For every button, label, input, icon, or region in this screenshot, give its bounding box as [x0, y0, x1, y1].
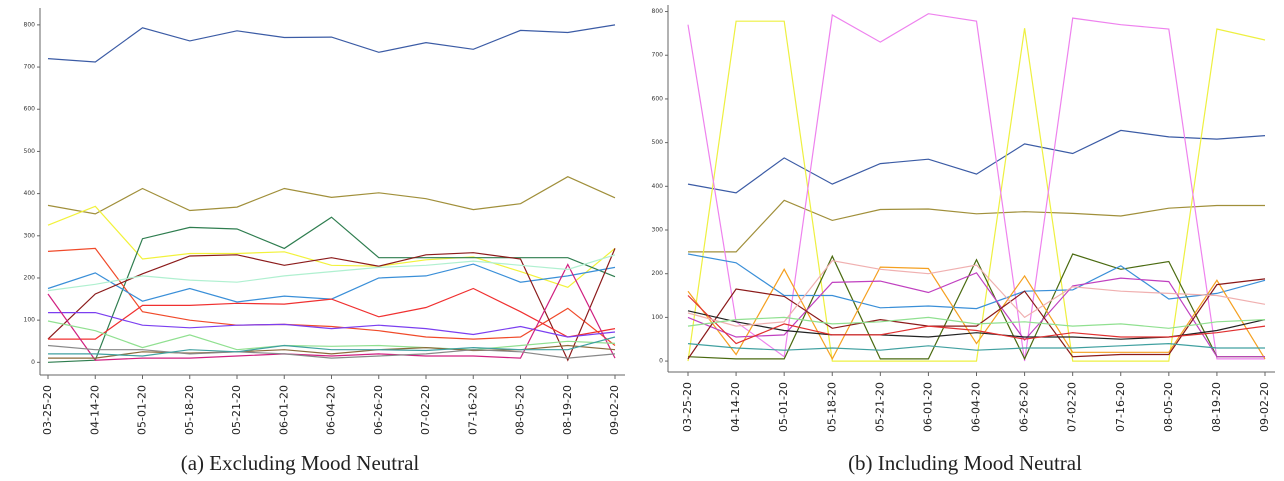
- y-tick-label: 300: [24, 232, 36, 239]
- series-line: [47, 176, 616, 215]
- y-tick-label: 600: [24, 106, 36, 113]
- series-line: [687, 259, 1266, 327]
- x-tick-label: 08-05-20: [514, 385, 527, 435]
- series-line: [687, 253, 1265, 361]
- series-line: [47, 254, 616, 292]
- x-tick-label: 05-21-20: [873, 382, 886, 432]
- series-line: [688, 199, 1265, 253]
- series-line: [687, 20, 1266, 362]
- x-tick-label: 06-26-20: [372, 385, 385, 435]
- series-line: [687, 266, 1266, 361]
- x-tick-label: 05-01-20: [777, 382, 790, 432]
- caption: (a) Excluding Mood Neutral: [181, 451, 420, 475]
- y-tick-label: 800: [24, 21, 36, 28]
- series-line: [687, 253, 1266, 310]
- y-tick-label: 600: [652, 95, 664, 102]
- x-tick-label: 06-01-20: [921, 382, 934, 432]
- series-line: [47, 24, 616, 63]
- x-tick-label: 04-14-20: [88, 385, 101, 435]
- x-tick-label: 06-04-20: [325, 385, 338, 435]
- x-tick-label: 07-02-20: [1066, 382, 1079, 432]
- series-line: [47, 247, 616, 346]
- series-line: [47, 205, 616, 288]
- x-tick-label: 06-01-20: [277, 385, 290, 435]
- x-tick-label: 03-25-20: [681, 382, 694, 432]
- y-tick-label: 200: [24, 274, 36, 281]
- y-tick-label: 800: [652, 8, 664, 15]
- y-tick-label: 200: [652, 270, 664, 277]
- y-tick-label: 400: [24, 190, 36, 197]
- x-tick-label: 06-04-20: [970, 382, 983, 432]
- y-tick-label: 0: [31, 359, 35, 366]
- series-line: [48, 336, 616, 357]
- caption: (b) Including Mood Neutral: [848, 451, 1082, 475]
- series-line: [687, 295, 1266, 345]
- x-tick-label: 07-16-20: [1114, 382, 1127, 432]
- x-tick-label: 03-25-20: [41, 385, 54, 435]
- x-tick-label: 07-02-20: [419, 385, 432, 435]
- series-line: [687, 13, 1265, 362]
- y-tick-label: 100: [652, 314, 664, 321]
- series-line: [687, 272, 1265, 358]
- series-line: [47, 344, 616, 359]
- x-tick-label: 05-21-20: [230, 385, 243, 435]
- y-tick-label: 700: [652, 52, 664, 59]
- series-line: [47, 216, 616, 363]
- y-tick-label: 700: [24, 64, 36, 71]
- y-tick-label: 300: [652, 227, 664, 234]
- y-tick-label: 500: [652, 139, 664, 146]
- x-tick-label: 05-18-20: [183, 385, 196, 435]
- x-tick-label: 05-18-20: [825, 382, 838, 432]
- series-line: [47, 263, 616, 361]
- series-line: [48, 312, 616, 338]
- series-line: [687, 129, 1266, 194]
- x-tick-label: 09-02-20: [1258, 382, 1271, 432]
- y-tick-label: 0: [659, 358, 663, 365]
- y-tick-label: 100: [24, 317, 36, 324]
- series-line: [48, 287, 616, 340]
- x-tick-label: 09-02-20: [608, 385, 621, 435]
- series-line: [47, 263, 616, 303]
- y-tick-label: 400: [652, 183, 664, 190]
- x-tick-label: 04-14-20: [729, 382, 742, 432]
- series-line: [687, 278, 1266, 360]
- series-line: [47, 248, 616, 362]
- series-line: [687, 316, 1266, 329]
- x-tick-label: 08-19-20: [561, 385, 574, 435]
- x-tick-label: 08-19-20: [1210, 382, 1223, 432]
- series-line: [687, 342, 1265, 351]
- x-tick-label: 06-26-20: [1018, 382, 1031, 432]
- x-tick-label: 08-05-20: [1162, 382, 1175, 432]
- series-line: [47, 320, 616, 351]
- y-tick-label: 500: [24, 148, 36, 155]
- x-tick-label: 07-16-20: [466, 385, 479, 435]
- x-tick-label: 05-01-20: [136, 385, 149, 435]
